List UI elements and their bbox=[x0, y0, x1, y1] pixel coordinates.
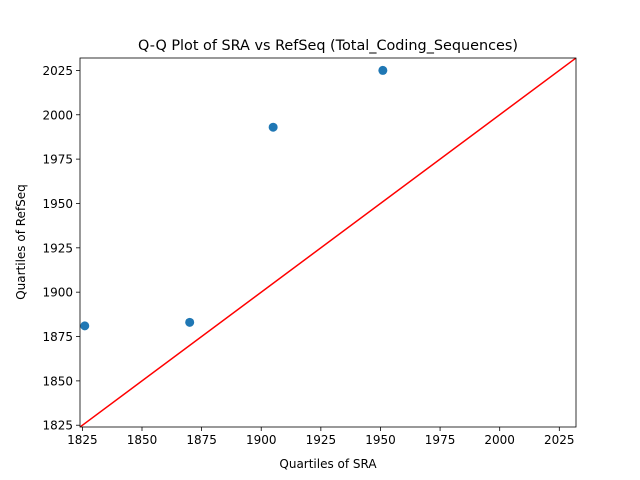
x-tick-label: 1875 bbox=[186, 433, 217, 447]
plot-area: 1825 1850 1875 1900 1925 1950 1975 2000 2025 1825… bbox=[42, 57, 577, 447]
x-axis-label: Quartiles of SRA bbox=[279, 457, 377, 471]
y-tick-label: 1825 bbox=[42, 419, 73, 433]
x-tick-label: 1900 bbox=[246, 433, 277, 447]
y-tick-label: 1925 bbox=[42, 241, 73, 255]
x-tick-label: 1825 bbox=[67, 433, 98, 447]
data-point-3 bbox=[268, 122, 278, 132]
y-tick-label: 1875 bbox=[42, 330, 73, 344]
x-tick-label: 1950 bbox=[365, 433, 396, 447]
y-tick-label: 2000 bbox=[42, 108, 73, 122]
data-point-2 bbox=[185, 317, 195, 327]
x-tick-label: 2025 bbox=[544, 433, 575, 447]
x-tick-label: 1975 bbox=[425, 433, 456, 447]
y-tick-label: 1900 bbox=[42, 286, 73, 300]
x-tick-label: 1850 bbox=[127, 433, 158, 447]
y-tick-label: 2025 bbox=[42, 64, 73, 78]
y-axis-label: Quartiles of RefSeq bbox=[14, 184, 28, 300]
x-tick-label: 2000 bbox=[484, 433, 515, 447]
y-tick-label: 1975 bbox=[42, 153, 73, 167]
x-tick-label: 1925 bbox=[306, 433, 337, 447]
data-point-4 bbox=[378, 65, 388, 75]
reference-line bbox=[80, 58, 576, 427]
data-point-1 bbox=[80, 321, 90, 331]
y-tick-label: 1950 bbox=[42, 197, 73, 211]
chart-title: Q-Q Plot of SRA vs RefSeq (Total_Coding_… bbox=[138, 38, 518, 54]
y-tick-label: 1850 bbox=[42, 374, 73, 388]
axes-frame bbox=[79, 57, 577, 428]
